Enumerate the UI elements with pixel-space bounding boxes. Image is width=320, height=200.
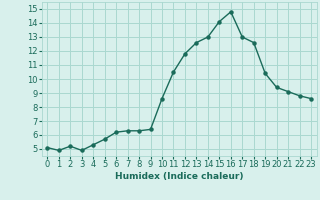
X-axis label: Humidex (Indice chaleur): Humidex (Indice chaleur) [115,172,244,181]
